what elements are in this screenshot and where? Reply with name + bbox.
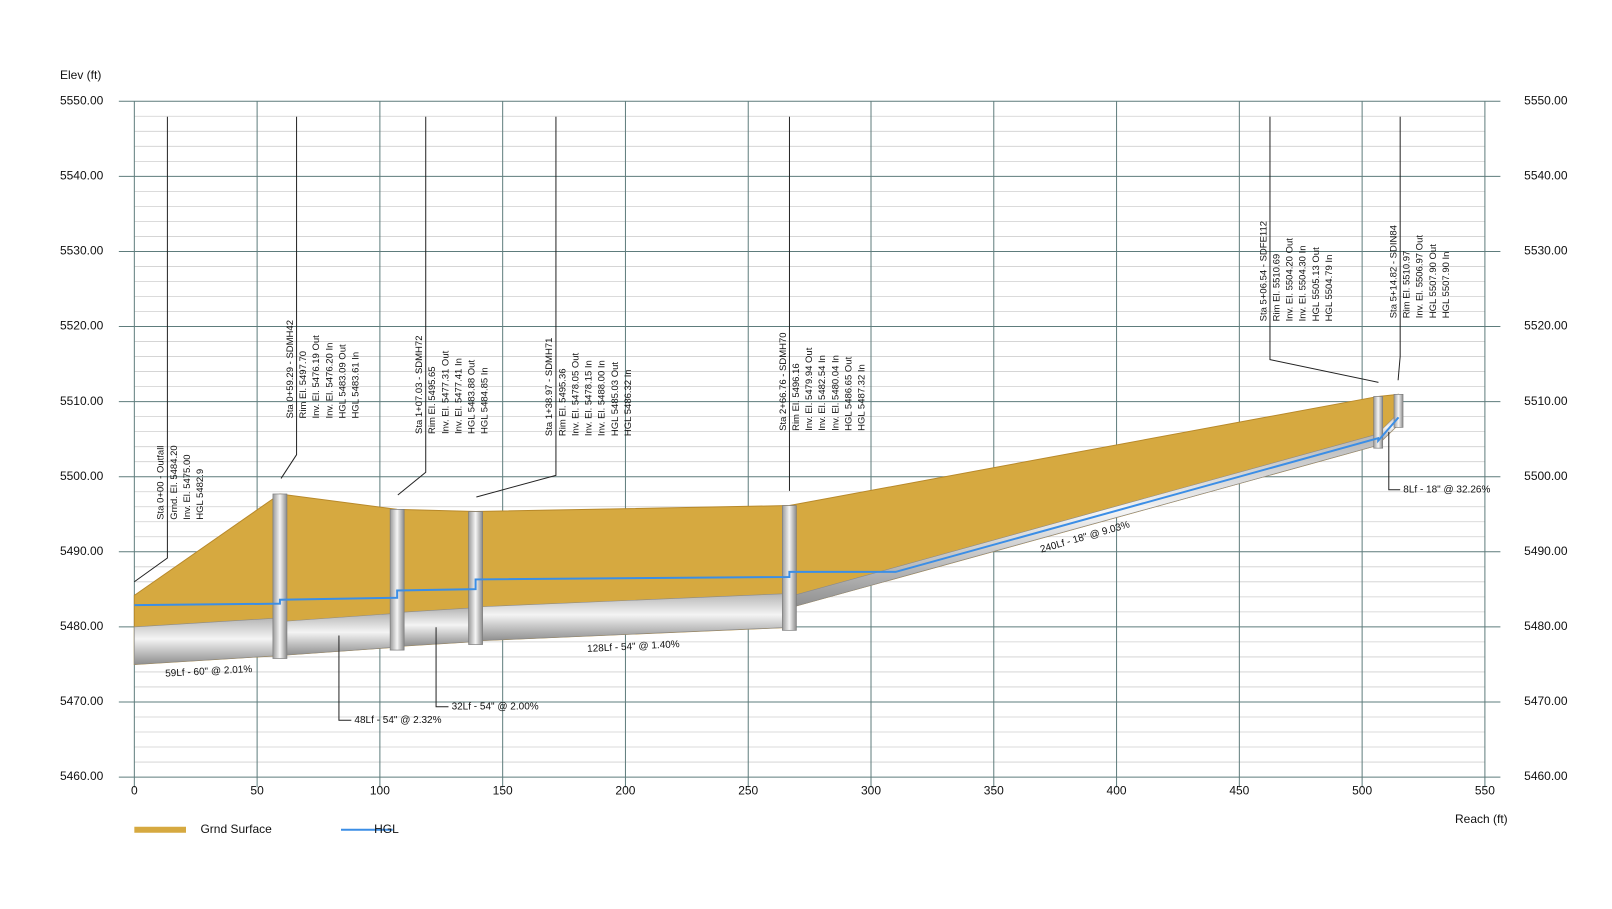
structure-label: Inv. El. 5506.97 Out: [1415, 235, 1426, 319]
manhole: [782, 505, 797, 631]
leader-line: [280, 116, 298, 479]
structure-label: Sta 1+07.03 - SDMH72: [414, 336, 425, 434]
structure-label: HGL 5483.61 In: [350, 352, 361, 419]
y2-tick-label: 5460.00: [1524, 769, 1568, 783]
structure-label: HGL 5507.90 Out: [1428, 244, 1439, 318]
structure-label: Sta 1+38.97 - SDMH71: [544, 338, 555, 436]
manhole: [1393, 393, 1404, 428]
structure-label: Rim El. 5510.69: [1271, 254, 1282, 322]
y-tick-label: 5540.00: [60, 169, 104, 183]
manhole: [389, 509, 405, 651]
y2-tick-label: 5540.00: [1524, 169, 1568, 183]
leader-line: [397, 116, 427, 496]
structure-label: Inv. El. 5476.19 Out: [311, 335, 322, 419]
y-axis-title: Elev (ft): [60, 68, 101, 82]
structure-label: Rim El. 5495.65: [427, 366, 438, 434]
x-tick-label: 0: [131, 784, 138, 798]
y2-tick-label: 5550.00: [1524, 93, 1568, 107]
structure-label: Sta 5+06.54 - SDFE112: [1258, 221, 1269, 321]
structure-label: HGL 5485.03 Out: [610, 362, 621, 436]
structure-label: Inv. El. 5477.41 In: [453, 358, 464, 434]
structure-label: Sta 0+00 - Outfall: [156, 446, 167, 520]
y2-tick-label: 5470.00: [1524, 694, 1568, 708]
x-tick-label: 150: [493, 784, 513, 798]
structure-label: Rim El. 5495.36: [557, 368, 568, 436]
structure-label: Inv. El. 5482.54 In: [817, 355, 828, 431]
structure-label: Inv. El. 5478.05 Out: [570, 352, 581, 436]
y-tick-label: 5550.00: [60, 93, 104, 107]
structure-label: HGL 5483.88 Out: [467, 360, 478, 434]
structure-label: Inv. El. 5504.30 In: [1298, 245, 1309, 321]
y2-tick-label: 5500.00: [1524, 469, 1568, 483]
pipe-label: 48Lf - 54" @ 2.32%: [354, 715, 441, 726]
x-tick-label: 400: [1107, 784, 1127, 798]
structure-label: Grnd. El. 5484.20: [169, 445, 180, 519]
x-tick-label: 100: [370, 784, 390, 798]
structure-label: Inv. El. 5478.15 In: [584, 360, 595, 436]
structure-label: HGL 5504.79 In: [1324, 255, 1335, 322]
x-tick-label: 200: [615, 784, 635, 798]
leader-line: [1397, 116, 1401, 381]
x-tick-label: 550: [1475, 784, 1495, 798]
x-tick-label: 450: [1229, 784, 1249, 798]
structure-label: Sta 5+14.82 - SDIN84: [1388, 225, 1399, 318]
leader-line: [435, 627, 449, 708]
y-tick-label: 5520.00: [60, 319, 104, 333]
leader-line: [1388, 431, 1401, 491]
leader-line: [476, 116, 557, 498]
y-tick-label: 5530.00: [60, 244, 104, 258]
structure-label: HGL 5505.13 Out: [1311, 247, 1322, 321]
structure-label: Inv. El. 5477.31 Out: [440, 350, 451, 434]
legend-label: HGL: [374, 822, 399, 836]
pipe-label: 59Lf - 60" @ 2.01%: [165, 664, 253, 680]
y-tick-label: 5470.00: [60, 694, 104, 708]
structure-label: Inv. El. 5479.94 Out: [804, 347, 815, 431]
structure-label: Rim El. 5496.16: [791, 363, 802, 431]
manhole: [1373, 396, 1384, 449]
legend-label: Grnd Surface: [200, 822, 272, 836]
structure-label: HGL 5486.65 Out: [843, 356, 854, 430]
y-tick-label: 5510.00: [60, 394, 104, 408]
structure-label: HGL 5482.9: [195, 469, 206, 520]
x-tick-label: 350: [984, 784, 1004, 798]
structure-label: HGL 5483.09 Out: [337, 344, 348, 418]
structure-label: Inv. El. 5488.00 In: [597, 360, 608, 436]
structure-label: Rim El. 5510.97: [1402, 251, 1413, 319]
x-axis-title: Reach (ft): [1455, 812, 1508, 826]
y2-tick-label: 5510.00: [1524, 394, 1568, 408]
structure-label: Inv. El. 5504.20 Out: [1285, 238, 1296, 322]
structure-label: HGL 5486.32 In: [623, 369, 634, 436]
structure-label: HGL 5507.90 In: [1441, 252, 1452, 319]
y-tick-label: 5490.00: [60, 544, 104, 558]
structure-label: HGL 5484.85 In: [480, 367, 491, 434]
structure-label: Inv. El. 5480.04 In: [830, 355, 841, 431]
y-tick-label: 5500.00: [60, 469, 104, 483]
x-tick-label: 300: [861, 784, 881, 798]
leader-line: [338, 635, 352, 721]
manhole: [272, 493, 288, 659]
pipe-label: 32Lf - 54" @ 2.00%: [452, 701, 539, 712]
structure-label: Rim El. 5497.70: [298, 351, 309, 419]
hgl-line: [134, 416, 1400, 607]
structure-label: Sta 2+66.76 - SDMH70: [778, 332, 789, 430]
y-tick-label: 5460.00: [60, 769, 104, 783]
x-tick-label: 500: [1352, 784, 1372, 798]
leader-line: [1269, 116, 1379, 383]
structure-label: Inv. El. 5476.20 In: [324, 343, 335, 419]
y-tick-label: 5480.00: [60, 619, 104, 633]
leader-line: [134, 116, 168, 583]
x-tick-label: 250: [738, 784, 758, 798]
structure-label: Sta 0+59.29 - SDMH42: [285, 320, 296, 418]
pipe-label: 128Lf - 54" @ 1.40%: [587, 639, 680, 655]
x-tick-label: 50: [250, 784, 264, 798]
structure-label: HGL 5487.32 In: [857, 364, 868, 431]
y2-tick-label: 5530.00: [1524, 244, 1568, 258]
y2-tick-label: 5490.00: [1524, 544, 1568, 558]
manhole: [468, 511, 483, 645]
structure-label: Inv. El. 5475.00: [182, 454, 193, 519]
y2-tick-label: 5520.00: [1524, 319, 1568, 333]
y2-tick-label: 5480.00: [1524, 619, 1568, 633]
pipe-label: 8Lf - 18" @ 32.26%: [1403, 484, 1490, 495]
